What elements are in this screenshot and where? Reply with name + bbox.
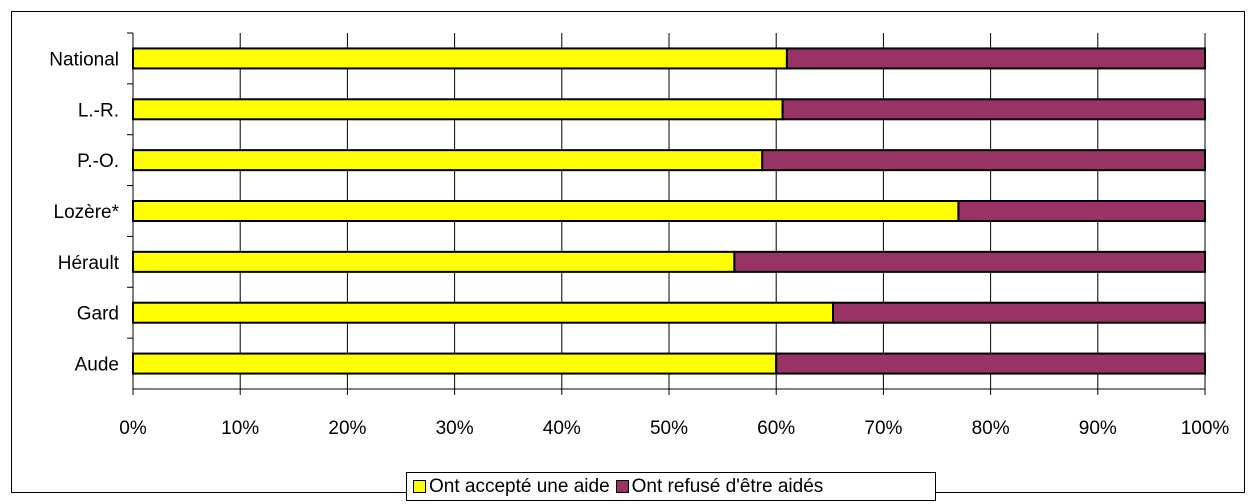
x-tick-label: 30%	[436, 418, 474, 439]
category-label: Gard	[77, 304, 119, 325]
category-label: Lozère*	[54, 202, 120, 223]
legend-swatch-accepted	[413, 480, 426, 493]
bar-refused	[832, 301, 1206, 324]
bar-accepted	[132, 301, 835, 324]
legend-swatch-refused	[615, 480, 629, 493]
x-tick-label: 40%	[543, 418, 581, 439]
bar-refused	[785, 47, 1206, 70]
bar-accepted	[132, 352, 778, 375]
bar-refused	[775, 352, 1206, 375]
bar-accepted	[132, 250, 736, 273]
category-label: National	[49, 49, 119, 70]
legend: Ont accepté une aide Ont refusé d'être a…	[406, 472, 936, 501]
x-tick-label: 20%	[328, 418, 366, 439]
legend-label-refused: Ont refusé d'être aidés	[631, 475, 824, 497]
bar-refused	[761, 149, 1206, 172]
labels: 0% 10% 20% 30% 40% 50% 60% 70% 80% 90% 100% Nationa…	[49, 49, 1229, 439]
x-tick-label: 90%	[1079, 418, 1117, 439]
bar-refused	[733, 250, 1207, 273]
category-label: L.-R.	[78, 100, 119, 121]
axes	[127, 32, 1206, 395]
bar-accepted	[132, 98, 784, 121]
category-label: P.-O.	[77, 151, 119, 172]
x-tick-label: 70%	[864, 418, 902, 439]
category-label: Aude	[75, 355, 119, 376]
x-tick-label: 100%	[1181, 418, 1230, 439]
x-tick-label: 80%	[972, 418, 1010, 439]
bar-refused	[781, 98, 1207, 121]
bars	[132, 47, 1207, 375]
x-tick-label: 0%	[119, 418, 147, 439]
bar-accepted	[132, 149, 764, 172]
bar-accepted	[132, 200, 960, 222]
x-tick-label: 60%	[757, 418, 795, 439]
x-tick-label: 50%	[650, 418, 688, 439]
x-tick-label: 10%	[221, 418, 259, 439]
bar-refused	[957, 200, 1206, 222]
bar-accepted	[132, 47, 788, 70]
category-label: Hérault	[58, 253, 120, 274]
legend-label-accepted: Ont accepté une aide	[429, 475, 610, 497]
legend-item-refused: Ont refusé d'être aidés	[615, 475, 824, 498]
legend-item-accepted: Ont accepté une aide	[413, 476, 610, 498]
